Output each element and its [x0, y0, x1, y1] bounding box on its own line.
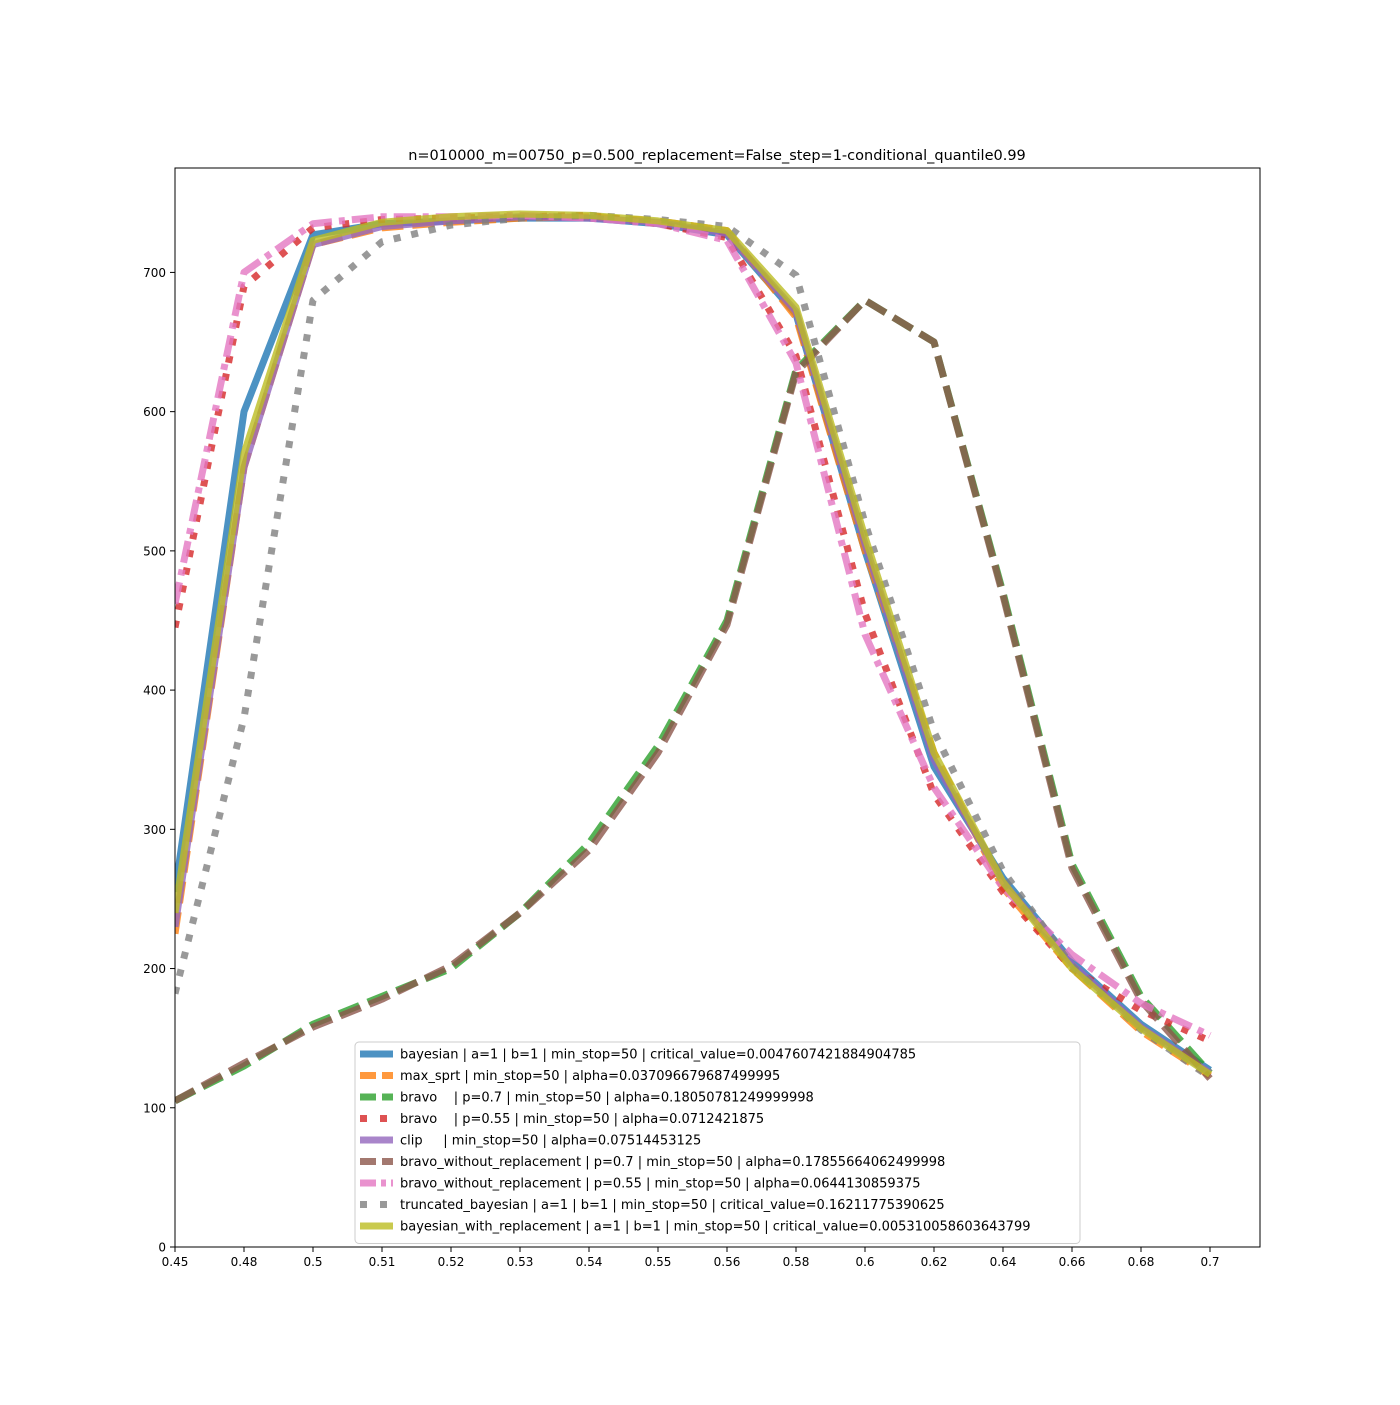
x-axis: 0.45 0.48 0.5 0.51 0.52 0.53 0.54 0.55 0.56 0.58 0…	[162, 1247, 1220, 1269]
legend-label: bayesian | a=1 | b=1 | min_stop=50 | cri…	[400, 1048, 916, 1063]
x-tick-label: 0.68	[1128, 1255, 1155, 1269]
legend-label: bravo_without_replacement | p=0.7 | min_…	[400, 1155, 945, 1170]
series-lines	[175, 210, 1213, 1104]
legend-label: bravo | p=0.7 | min_stop=50 | alpha=0.18…	[400, 1091, 814, 1106]
legend: bayesian | a=1 | b=1 | min_stop=50 | cri…	[354, 1041, 1081, 1244]
y-tick-label: 100	[143, 1101, 166, 1115]
legend-label: bravo_without_replacement | p=0.55 | min…	[400, 1177, 921, 1192]
plot-area	[175, 210, 1213, 1104]
y-tick-label: 0	[158, 1241, 166, 1255]
x-tick-label: 0.52	[438, 1255, 465, 1269]
x-tick-label: 0.53	[507, 1255, 534, 1269]
y-tick-label: 700	[143, 266, 166, 280]
x-tick-label: 0.45	[162, 1255, 189, 1269]
chart-title: n=010000_m=00750_p=0.500_replacement=Fal…	[408, 148, 1026, 164]
series-line-5	[175, 296, 1213, 1104]
legend-label: max_sprt | min_stop=50 | alpha=0.0370966…	[400, 1069, 780, 1084]
x-tick-label: 0.7	[1200, 1255, 1219, 1269]
x-tick-label: 0.48	[231, 1255, 258, 1269]
legend-label: bravo | p=0.55 | min_stop=50 | alpha=0.0…	[400, 1112, 764, 1127]
legend-label: bayesian_with_replacement | a=1 | b=1 | …	[400, 1220, 1030, 1235]
y-tick-label: 200	[143, 962, 166, 976]
x-tick-label: 0.64	[990, 1255, 1017, 1269]
legend-label: clip | min_stop=50 | alpha=0.07514453125	[400, 1134, 701, 1149]
y-tick-label: 500	[143, 544, 166, 558]
x-tick-label: 0.6	[855, 1255, 874, 1269]
series-line-8	[175, 210, 1212, 1078]
y-tick-label: 400	[143, 684, 166, 698]
x-tick-label: 0.56	[714, 1255, 741, 1269]
plot-frame	[174, 167, 1261, 1248]
legend-box	[354, 1041, 1081, 1244]
x-tick-label: 0.54	[576, 1255, 603, 1269]
x-tick-label: 0.58	[783, 1255, 810, 1269]
y-tick-label: 600	[143, 405, 166, 419]
x-tick-label: 0.66	[1059, 1255, 1086, 1269]
y-tick-label: 300	[143, 823, 166, 837]
legend-label: truncated_bayesian | a=1 | b=1 | min_sto…	[400, 1198, 945, 1213]
x-tick-label: 0.5	[303, 1255, 322, 1269]
y-axis: 0 100 200 300 400 500 600 700	[143, 266, 175, 1255]
x-tick-label: 0.55	[645, 1255, 672, 1269]
x-tick-label: 0.51	[369, 1255, 396, 1269]
x-tick-label: 0.62	[921, 1255, 948, 1269]
